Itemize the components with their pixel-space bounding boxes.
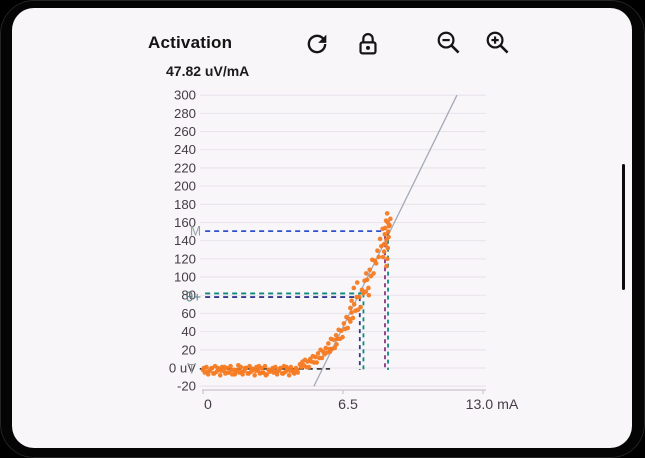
svg-text:180: 180 <box>174 197 196 212</box>
gain-value: 47.82 uV/mA <box>166 63 250 79</box>
scrollbar[interactable] <box>622 164 625 290</box>
svg-text:80: 80 <box>181 288 196 303</box>
zoom-out-button[interactable] <box>435 29 463 57</box>
svg-text:220: 220 <box>174 160 196 175</box>
svg-text:60: 60 <box>181 306 196 321</box>
svg-text:M: M <box>190 224 201 239</box>
x-axis-labels: 0 6.5 13.0 mA <box>204 397 519 413</box>
y-axis-labels: 300 280 260 240 220 200 180 160 140 120 100 80 60 40 2… <box>169 88 196 394</box>
svg-text:T: T <box>188 361 196 376</box>
svg-text:20: 20 <box>181 342 196 357</box>
svg-text:0 uV: 0 uV <box>169 361 196 376</box>
lock-icon <box>359 33 377 55</box>
x-axis <box>202 389 486 394</box>
refresh-button[interactable] <box>303 30 331 58</box>
svg-text:θ+: θ+ <box>186 290 202 305</box>
svg-text:260: 260 <box>174 124 196 139</box>
svg-text:40: 40 <box>181 324 196 339</box>
refresh-icon <box>307 34 327 54</box>
svg-text:240: 240 <box>174 142 196 157</box>
marker-labels: Mθ+ T <box>186 224 202 377</box>
scatter-points <box>200 211 393 378</box>
svg-text:140: 140 <box>174 233 196 248</box>
svg-text:160: 160 <box>174 215 196 230</box>
svg-text:0: 0 <box>204 397 212 413</box>
zoom-out-icon <box>437 31 460 54</box>
svg-text:-20: -20 <box>177 379 196 394</box>
app-screen <box>12 8 632 448</box>
svg-text:200: 200 <box>174 179 196 194</box>
lock-button[interactable] <box>354 30 382 58</box>
gridlines <box>200 94 486 387</box>
svg-text:280: 280 <box>174 106 196 121</box>
marker-lines <box>199 230 389 370</box>
zoom-in-icon <box>486 31 509 54</box>
svg-text:300: 300 <box>174 88 196 103</box>
svg-text:6.5: 6.5 <box>338 397 358 413</box>
svg-text:120: 120 <box>174 251 196 266</box>
zoom-in-button[interactable] <box>484 29 512 57</box>
svg-text:100: 100 <box>174 270 196 285</box>
svg-text:13.0 mA: 13.0 mA <box>466 397 519 413</box>
page-title: Activation <box>148 33 233 52</box>
